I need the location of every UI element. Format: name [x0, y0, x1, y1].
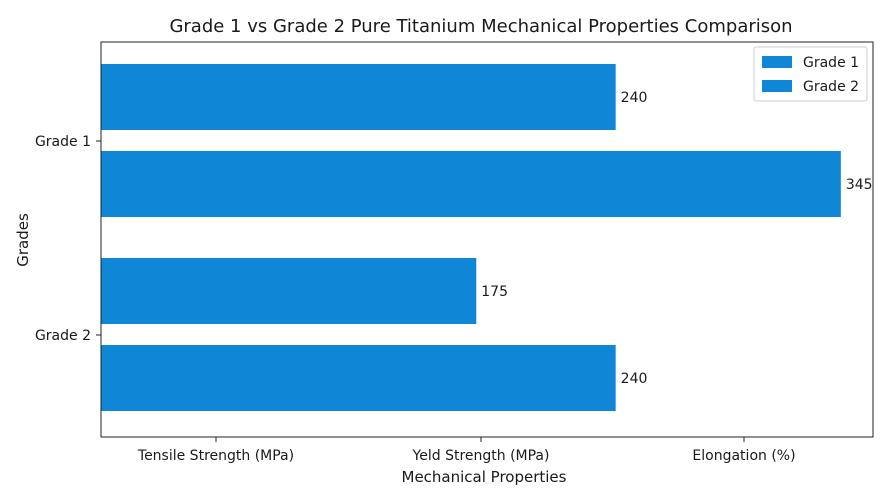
legend-swatch-grade-2 — [762, 80, 792, 92]
legend: Grade 1 Grade 2 — [753, 46, 868, 102]
bar-grade-2-grade-1 — [101, 258, 477, 324]
data-label: 175 — [481, 284, 508, 300]
bar-grade-1-grade-1 — [101, 64, 616, 130]
y-axis-ticks: Grade 1 Grade 2 — [35, 134, 101, 344]
y-axis-label: Grades — [14, 213, 32, 267]
x-axis-ticks: Tensile Strength (MPa) Yeld Strength (MPa… — [137, 437, 796, 464]
data-label: 240 — [621, 371, 648, 387]
value-labels-group: 240 345 175 240 — [481, 90, 872, 387]
bars-group — [101, 64, 841, 411]
plot-frame — [100, 41, 874, 438]
legend-label-grade-2: Grade 2 — [803, 79, 859, 95]
y-tick-label: Grade 1 — [35, 134, 91, 150]
legend-swatch-grade-1 — [762, 56, 792, 68]
x-tick-label: Elongation (%) — [692, 448, 795, 464]
data-label: 345 — [846, 177, 873, 193]
x-tick-label: Yeld Strength (MPa) — [412, 448, 550, 464]
data-label: 240 — [621, 90, 648, 106]
chart-title: Grade 1 vs Grade 2 Pure Titanium Mechani… — [169, 16, 792, 37]
legend-label-grade-1: Grade 1 — [803, 55, 859, 71]
y-tick-label: Grade 2 — [35, 328, 91, 344]
bar-grade-1-grade-2 — [101, 151, 841, 217]
x-tick-label: Tensile Strength (MPa) — [137, 448, 294, 464]
x-axis-label: Mechanical Properties — [402, 468, 567, 486]
bar-grade-2-grade-2 — [101, 345, 616, 411]
